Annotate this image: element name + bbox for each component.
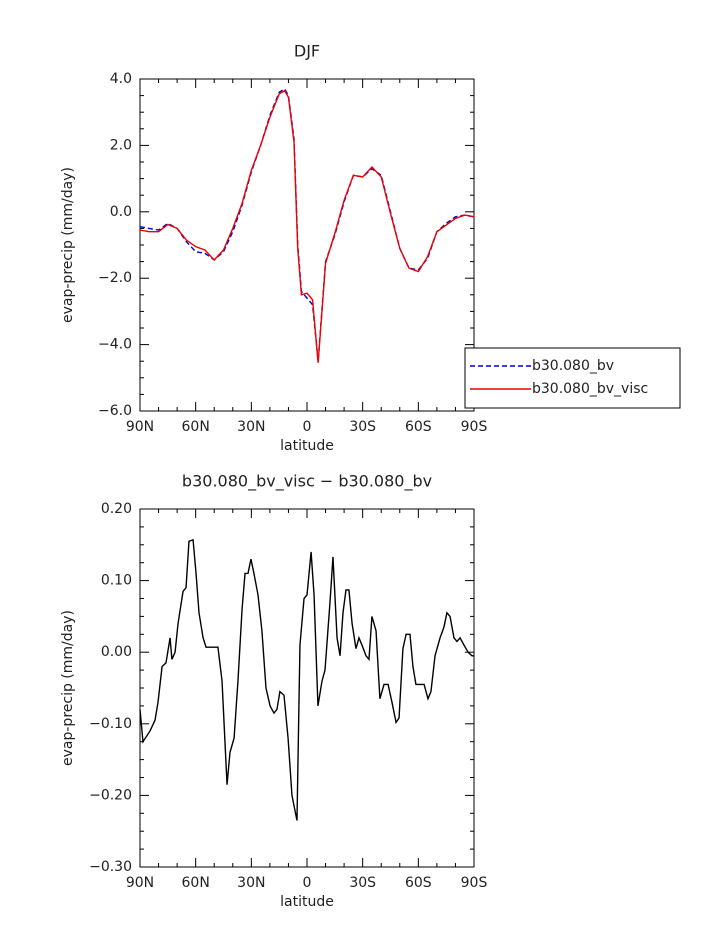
x-tick-label: 30N (237, 875, 265, 891)
x-tick-label: 90S (461, 419, 488, 435)
chart-title: DJF (294, 42, 320, 61)
legend-label: b30.080_bv_visc (532, 381, 648, 397)
y-tick-label: 4.0 (110, 71, 132, 87)
x-tick-label: 60N (182, 419, 210, 435)
y-tick-label: −0.20 (89, 787, 132, 803)
x-tick-label: 30N (237, 419, 265, 435)
plot-frame (139, 78, 475, 412)
y-tick-label: 0.10 (101, 573, 132, 589)
y-tick-label: 2.0 (110, 137, 132, 153)
x-tick-label: 90S (461, 875, 488, 891)
x-tick-label: 90N (126, 419, 154, 435)
series-line (139, 538, 474, 821)
x-tick-label: 60S (405, 875, 432, 891)
y-tick-label: −0.30 (89, 859, 132, 875)
x-tick-label: 0 (303, 875, 312, 891)
x-tick-label: 90N (126, 875, 154, 891)
y-axis-label: evap-precip (mm/day) (60, 610, 76, 766)
y-tick-label: −6.0 (98, 403, 132, 419)
y-axis-label: evap-precip (mm/day) (60, 167, 76, 323)
x-tick-label: 30S (349, 875, 376, 891)
series-line (139, 89, 475, 363)
x-tick-label: 60S (405, 419, 432, 435)
y-tick-label: 0.0 (110, 204, 132, 220)
x-axis-label: latitude (280, 894, 334, 910)
x-tick-label: 30S (349, 419, 376, 435)
x-axis-label: latitude (280, 438, 334, 454)
series-line (139, 87, 475, 362)
x-tick-label: 60N (182, 875, 210, 891)
y-tick-label: −0.10 (89, 716, 132, 732)
x-tick-label: 0 (303, 419, 312, 435)
y-tick-label: −4.0 (98, 337, 132, 353)
legend-box (464, 347, 681, 409)
y-tick-label: 0.20 (101, 501, 132, 517)
plot-frame (139, 508, 475, 868)
y-tick-label: 0.00 (101, 644, 132, 660)
y-tick-label: −2.0 (98, 270, 132, 286)
legend-label: b30.080_bv (532, 358, 614, 374)
chart-title: b30.080_bv_visc − b30.080_bv (182, 472, 432, 492)
